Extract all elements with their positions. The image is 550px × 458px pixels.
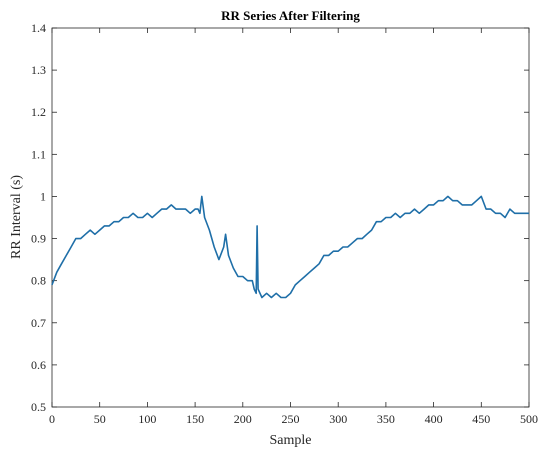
x-tick-label: 150 bbox=[186, 412, 204, 426]
y-tick-label: 0.9 bbox=[31, 232, 46, 246]
x-tick-label: 200 bbox=[234, 412, 252, 426]
chart-title: RR Series After Filtering bbox=[221, 8, 360, 23]
y-tick-label: 0.8 bbox=[31, 274, 46, 288]
x-axis-label: Sample bbox=[270, 433, 312, 448]
y-tick-label: 0.6 bbox=[31, 358, 46, 372]
rr-series-line bbox=[51, 195, 529, 299]
y-tick-label: 1.1 bbox=[31, 147, 46, 161]
y-tick-label: 1 bbox=[40, 189, 46, 203]
y-axis-label: RR Interval (s) bbox=[9, 175, 24, 259]
x-tick-label: 250 bbox=[282, 412, 300, 426]
x-tick-label: 500 bbox=[520, 412, 538, 426]
tick-marks bbox=[51, 27, 530, 408]
x-tick-label: 300 bbox=[329, 412, 347, 426]
y-tick-label: 1.3 bbox=[31, 63, 46, 77]
x-tick-label: 350 bbox=[377, 412, 395, 426]
x-tick-label: 50 bbox=[94, 412, 106, 426]
plot-area bbox=[52, 28, 529, 407]
x-tick-label: 100 bbox=[138, 412, 156, 426]
y-tick-label: 0.5 bbox=[31, 400, 46, 414]
x-tick-label: 450 bbox=[472, 412, 490, 426]
y-tick-label: 1.2 bbox=[31, 105, 46, 119]
series-group bbox=[51, 195, 529, 299]
y-tick-label: 0.7 bbox=[31, 316, 46, 330]
x-tick-label: 0 bbox=[49, 412, 55, 426]
tick-labels: 0 50 100 150 200 250 300 350 400 450 500 0.5 0.6 0.7 0… bbox=[31, 21, 538, 426]
x-tick-label: 400 bbox=[425, 412, 443, 426]
y-tick-label: 1.4 bbox=[31, 21, 46, 35]
